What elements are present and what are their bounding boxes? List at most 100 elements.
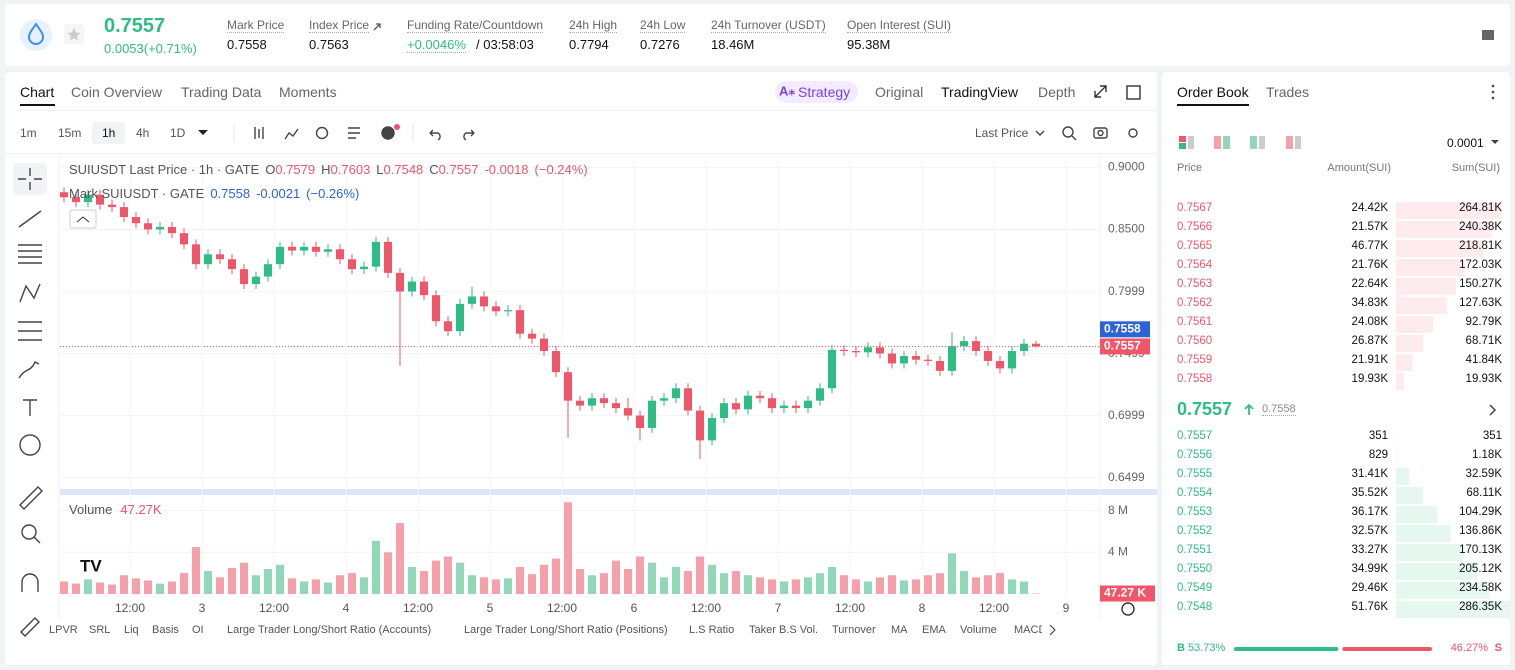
more-indicators[interactable] — [1049, 624, 1056, 636]
row-price[interactable]: 0.7558 — [1177, 373, 1213, 385]
window-icon[interactable] — [1126, 85, 1141, 100]
row-price[interactable]: 0.7550 — [1177, 563, 1213, 575]
orderbook-icons[interactable] — [1179, 84, 1495, 149]
orderbook-tab[interactable]: Trades — [1266, 84, 1310, 100]
candle-body — [888, 353, 896, 364]
depth-bar — [1396, 259, 1465, 276]
y-tick-label: 4 M — [1108, 544, 1128, 558]
sell-ratio-bar — [1342, 647, 1432, 651]
interval[interactable]: 15m — [58, 126, 82, 140]
header-panel — [5, 4, 1510, 66]
settings-icon[interactable] — [1121, 602, 1135, 616]
stat-value: / 03:58:03 — [476, 37, 534, 52]
layout-icon[interactable] — [1482, 30, 1494, 40]
indicator-tab[interactable]: Liq — [124, 624, 139, 636]
view-tab[interactable]: Strategy — [798, 84, 851, 100]
expand-icon[interactable] — [1094, 85, 1107, 98]
collapse-button[interactable] — [69, 209, 97, 229]
interval-selected-bg — [92, 122, 125, 144]
indicator-tab[interactable]: Large Trader Long/Short Ratio (Accounts) — [227, 624, 432, 636]
volume-title: Volume — [69, 502, 113, 517]
indicator-tab[interactable]: Turnover — [832, 624, 876, 636]
chart-tools[interactable] — [254, 126, 1138, 141]
candle-body — [396, 272, 404, 292]
chevron[interactable] — [1489, 404, 1497, 416]
row-price[interactable]: 0.7562 — [1177, 297, 1213, 309]
volume-bar — [540, 564, 548, 594]
caret — [1491, 140, 1499, 144]
row-price[interactable]: 0.7556 — [1177, 449, 1213, 461]
row-price[interactable]: 0.7552 — [1177, 525, 1213, 537]
candle-body — [1020, 343, 1028, 352]
price-type[interactable]: Last Price — [975, 126, 1029, 140]
candle-body — [828, 349, 836, 389]
row-price[interactable]: 0.7564 — [1177, 259, 1213, 271]
chart-tab[interactable]: Chart — [20, 84, 55, 100]
indicator-tab[interactable]: Taker B.S Vol. — [749, 624, 819, 636]
volume-bar — [804, 577, 812, 594]
row-price[interactable]: 0.7553 — [1177, 506, 1213, 518]
candle-body — [444, 321, 452, 332]
precision[interactable]: 0.0001 — [1447, 136, 1484, 150]
mark-legend: Mark SUIUSDT · GATE 0.7558 -0.0021 (−0.26%) — [69, 186, 359, 201]
row-price[interactable]: 0.7548 — [1177, 601, 1213, 613]
indicator-tab[interactable]: Basis — [152, 624, 179, 636]
row-price[interactable]: 0.7555 — [1177, 468, 1213, 480]
interval[interactable]: 4h — [136, 126, 150, 140]
indicator-tab[interactable]: Large Trader Long/Short Ratio (Positions… — [464, 624, 668, 636]
view-tab[interactable]: TradingView — [941, 84, 1019, 100]
row-price[interactable]: 0.7549 — [1177, 582, 1213, 594]
candle-body — [624, 408, 632, 416]
candle-body — [672, 388, 680, 399]
volume-bar — [252, 575, 260, 594]
chart-tab[interactable]: Trading Data — [181, 84, 262, 100]
row-price[interactable]: 0.7566 — [1177, 221, 1213, 233]
row-sum: 68.71K — [1465, 335, 1502, 347]
view-tab[interactable]: Depth — [1038, 84, 1076, 100]
view-tab[interactable]: Original — [875, 84, 924, 100]
ai-icon: A⁎ — [779, 83, 795, 98]
row-price[interactable]: 0.7561 — [1177, 316, 1213, 328]
row-price[interactable]: 0.7559 — [1177, 354, 1213, 366]
row-amount: 35.52K — [1351, 487, 1388, 499]
stat-label: Index Price — [309, 18, 370, 33]
row-price[interactable]: 0.7551 — [1177, 544, 1213, 556]
coin-logo-bg — [20, 19, 52, 51]
volume-bar — [372, 540, 380, 594]
indicator-tab[interactable]: OI — [192, 624, 204, 636]
interval[interactable]: 1h — [102, 126, 116, 140]
row-amount: 29.46K — [1351, 582, 1388, 594]
indicator-tab[interactable]: SRL — [89, 624, 111, 636]
interval[interactable]: 1D — [170, 126, 186, 140]
candle-body — [504, 310, 512, 312]
indicator-tab[interactable]: MA — [891, 624, 908, 636]
chart-tab[interactable]: Moments — [279, 84, 337, 100]
row-price[interactable]: 0.7554 — [1177, 487, 1213, 499]
chart-tab[interactable]: Coin Overview — [71, 84, 163, 100]
indicator-tab[interactable]: LPVR — [49, 624, 78, 636]
interval[interactable]: 1m — [20, 126, 37, 140]
row-price[interactable]: 0.7565 — [1177, 240, 1213, 252]
indicator-tab[interactable]: MACD — [1014, 624, 1042, 636]
volume-bar — [624, 568, 632, 594]
indicator-tab[interactable]: EMA — [922, 624, 946, 636]
orderbook-tab[interactable]: Order Book — [1177, 84, 1249, 100]
ohlc-value: 0.7548 — [383, 162, 424, 177]
row-price[interactable]: 0.7557 — [1177, 430, 1213, 442]
indicator-tab[interactable]: L.S Ratio — [689, 624, 735, 636]
strategy-pill[interactable] — [775, 81, 858, 103]
y-tick-label: 0.9000 — [1108, 160, 1145, 174]
row-sum: 172.03K — [1459, 259, 1502, 271]
row-price[interactable]: 0.7567 — [1177, 202, 1213, 214]
row-price[interactable]: 0.7560 — [1177, 335, 1213, 347]
depth-bar — [1396, 601, 1510, 618]
row-amount: 46.77K — [1351, 240, 1388, 252]
mark-price-tag — [1100, 321, 1150, 338]
candle-body — [348, 259, 356, 270]
row-price[interactable]: 0.7563 — [1177, 278, 1213, 290]
drawing-tools[interactable] — [18, 168, 43, 637]
depth-bar — [1396, 487, 1424, 504]
indicator-tab[interactable]: Volume — [960, 624, 997, 636]
volume-bar — [108, 584, 116, 594]
stat-value: +0.0046% — [407, 37, 466, 53]
